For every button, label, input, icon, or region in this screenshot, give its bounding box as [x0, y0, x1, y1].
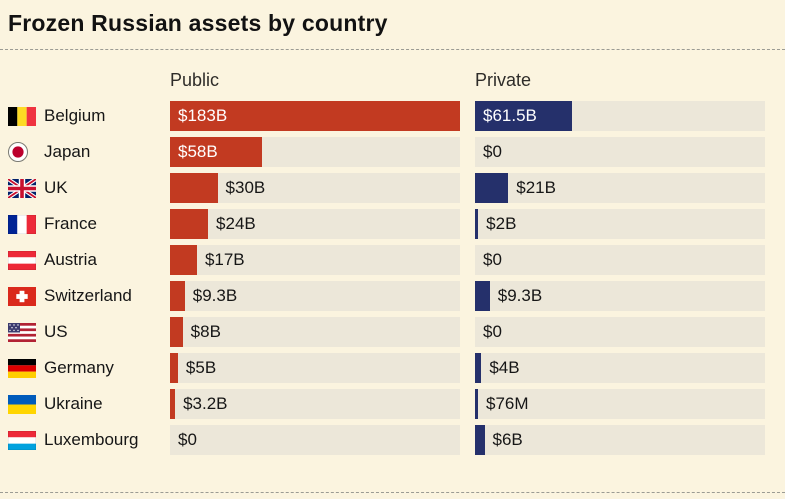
public-bar-track: $3.2B [170, 389, 460, 419]
public-value-label: $30B [225, 178, 266, 197]
public-value-label: $0 [178, 430, 197, 449]
public-bar-track: $9.3B [170, 281, 460, 311]
private-value-label: $4B [489, 358, 520, 377]
country-row: Belgium $183B $61.5B [8, 101, 765, 131]
private-value-label: $0 [483, 250, 502, 269]
private-bar-track: $0 [475, 137, 765, 167]
private-bar-track: $6B [475, 425, 765, 455]
column-headers: Public Private [8, 70, 765, 91]
private-bar [475, 209, 479, 239]
private-value-label: $6B [492, 430, 523, 449]
public-bar-track: $17B [170, 245, 460, 275]
country-label: Switzerland [44, 286, 132, 305]
public-bar [170, 317, 183, 347]
public-bar [170, 389, 176, 419]
public-bar-track: $5B [170, 353, 460, 383]
top-divider [0, 49, 785, 50]
country-label: France [44, 214, 97, 233]
bottom-divider [0, 492, 785, 493]
country-label: UK [44, 178, 68, 197]
public-value-label: $8B [190, 322, 221, 341]
frozen-assets-chart: Public Private Belgium $183B $61.5B Japa… [0, 50, 785, 455]
private-value-label: $21B [516, 178, 556, 197]
country-row: France $24B $2B [8, 209, 765, 239]
flag-column-spacer [8, 70, 44, 91]
france-flag-icon [8, 214, 36, 234]
private-bar-track: $2B [475, 209, 765, 239]
country-row: Luxembourg $0 $6B [8, 425, 765, 455]
private-bar-track: $76M [475, 389, 765, 419]
ukraine-flag-icon [8, 394, 36, 414]
private-value-label: $76M [486, 394, 529, 413]
country-label: Belgium [44, 106, 106, 125]
country-row: Germany $5B $4B [8, 353, 765, 383]
public-value-label: $9.3B [192, 286, 238, 305]
public-bar [170, 173, 218, 203]
column-gap [460, 70, 475, 91]
page-title: Frozen Russian assets by country [8, 10, 388, 36]
public-value-label: $3.2B [183, 394, 228, 413]
public-value-label: $183B [178, 106, 228, 125]
country-label: Japan [44, 142, 91, 161]
private-bar-track: $4B [475, 353, 765, 383]
country-row: UK $30B $21B [8, 173, 765, 203]
country-row: Ukraine $3.2B $76M [8, 389, 765, 419]
private-value-label: $2B [486, 214, 517, 233]
chart-rows: Belgium $183B $61.5B Japan $58B $0 UK $3… [8, 101, 765, 455]
private-value-label: $61.5B [483, 106, 537, 125]
country-column-spacer [44, 70, 170, 91]
private-bar-track: $61.5B [475, 101, 765, 131]
public-bar [170, 101, 460, 131]
private-bar-track: $0 [475, 245, 765, 275]
public-value-label: $58B [178, 142, 218, 161]
public-bar-track: $30B [170, 173, 460, 203]
us-flag-icon [8, 322, 36, 342]
country-label: Germany [44, 358, 114, 377]
public-bar [170, 137, 262, 167]
austria-flag-icon [8, 250, 36, 270]
private-bar-track: $0 [475, 317, 765, 347]
private-bar [475, 353, 482, 383]
public-bar [170, 245, 197, 275]
germany-flag-icon [8, 358, 36, 378]
public-value-label: $24B [216, 214, 256, 233]
country-label: US [44, 322, 68, 341]
public-column-header: Public [170, 70, 220, 90]
uk-flag-icon [8, 178, 36, 198]
japan-flag-icon [8, 142, 28, 162]
country-label: Luxembourg [44, 430, 139, 449]
private-value-label: $0 [483, 322, 502, 341]
private-bar [475, 173, 509, 203]
private-value-label: $9.3B [497, 286, 543, 305]
public-bar [170, 353, 178, 383]
country-row: Austria $17B $0 [8, 245, 765, 275]
belgium-flag-icon [8, 106, 36, 126]
private-bar [475, 425, 485, 455]
private-bar [475, 281, 490, 311]
public-bar-track: $183B [170, 101, 460, 131]
private-bar-track: $21B [475, 173, 765, 203]
public-bar [170, 281, 185, 311]
public-bar-track: $58B [170, 137, 460, 167]
public-bar-track: $24B [170, 209, 460, 239]
private-bar-track: $9.3B [475, 281, 765, 311]
country-row: US $8B $0 [8, 317, 765, 347]
private-value-label: $0 [483, 142, 502, 161]
public-bar-track: $0 [170, 425, 460, 455]
private-bar [475, 101, 573, 131]
public-value-label: $17B [204, 250, 245, 269]
private-column-header: Private [475, 70, 532, 90]
luxembourg-flag-icon [8, 430, 36, 450]
country-row: Japan $58B $0 [8, 137, 765, 167]
public-bar-track: $8B [170, 317, 460, 347]
public-value-label: $5B [185, 358, 217, 377]
country-label: Ukraine [44, 394, 103, 413]
private-bar [475, 389, 478, 419]
public-bar [170, 209, 209, 239]
switzerland-flag-icon [8, 286, 36, 306]
country-row: Switzerland $9.3B $9.3B [8, 281, 765, 311]
country-label: Austria [44, 250, 97, 269]
